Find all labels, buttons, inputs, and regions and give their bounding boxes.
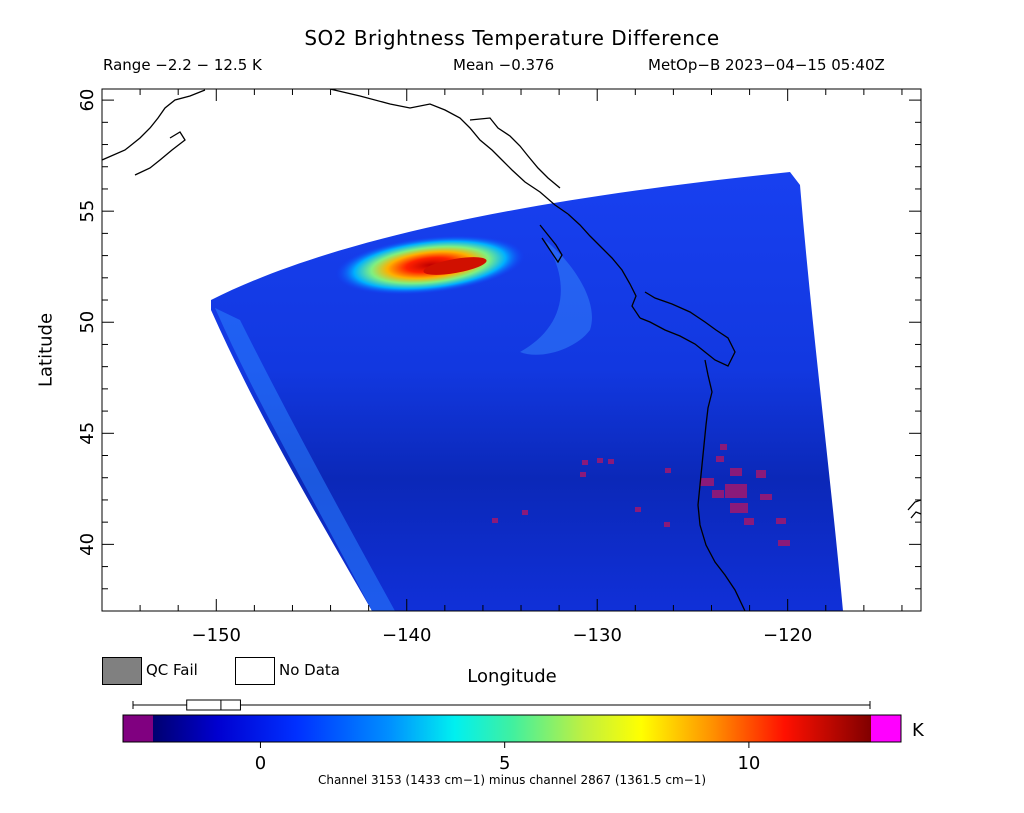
y-tick-label: 60 — [77, 89, 98, 112]
boxplot-box — [186, 699, 241, 711]
colorbar-tick-label: 0 — [255, 753, 266, 774]
chart-title: SO2 Brightness Temperature Difference — [304, 26, 720, 50]
so2-plume-core — [423, 257, 487, 275]
colorbar-under-range — [123, 715, 153, 742]
colorbar-tick-label: 5 — [499, 753, 510, 774]
y-tick-label: 45 — [77, 422, 98, 445]
satellite-time-text: MetOp−B 2023−04−15 05:40Z — [648, 56, 885, 74]
y-tick-label: 40 — [77, 533, 98, 556]
y-axis-label: Latitude — [35, 312, 57, 388]
x-tick-label: −150 — [192, 625, 241, 646]
qc-fail-pixels — [492, 444, 790, 546]
range-text: Range −2.2 − 12.5 K — [103, 56, 262, 74]
so2-plume — [335, 235, 525, 295]
mean-text: Mean −0.376 — [453, 56, 555, 74]
colorbar-ticks: 0 5 10 — [255, 742, 760, 774]
x-axis-label: Longitude — [467, 666, 557, 687]
channel-caption: Channel 3153 (1433 cm−1) minus channel 2… — [317, 773, 707, 787]
value-boxplot — [132, 699, 871, 711]
colorbar: 0 5 10 — [122, 699, 902, 774]
x-tick-label: −130 — [572, 625, 621, 646]
legend-no-data-label: No Data — [279, 661, 340, 679]
y-tick-label: 55 — [77, 200, 98, 223]
legend-qc-fail-swatch — [102, 657, 142, 685]
plot-frame — [101, 88, 922, 612]
x-tick-label: −120 — [763, 625, 812, 646]
coastlines — [102, 89, 921, 611]
swath-streak — [520, 240, 592, 355]
x-tick-label: −140 — [382, 625, 431, 646]
x-axis: −150 −140 −130 −120 — [101, 89, 903, 646]
y-tick-label: 50 — [77, 311, 98, 334]
y-axis: 40 45 50 55 60 — [77, 89, 921, 612]
colorbar-over-range — [871, 715, 901, 742]
legend-no-data-swatch — [235, 657, 275, 685]
swath-edge-band — [215, 308, 395, 611]
colorbar-gradient — [153, 715, 871, 742]
colorbar-tick-label: 10 — [737, 753, 760, 774]
legend-qc-fail-label: QC Fail — [146, 661, 198, 679]
colorbar-unit: K — [912, 720, 924, 741]
